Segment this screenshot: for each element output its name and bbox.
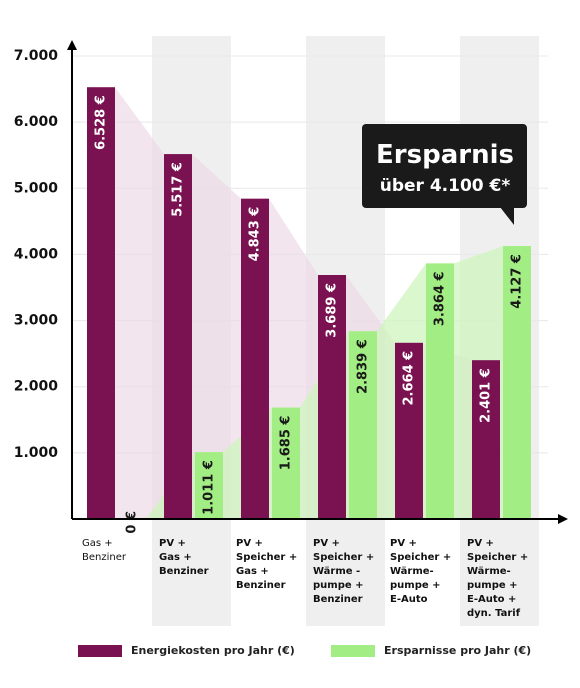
- legend-label-savings: Ersparnisse pro Jahr (€): [384, 644, 532, 657]
- x-tick-label: Gas + Benziner: [82, 538, 127, 563]
- cost-bar: [87, 87, 115, 520]
- savings-callout: [362, 124, 527, 208]
- cost-bar: [395, 342, 423, 519]
- legend-swatch-savings: [331, 644, 375, 657]
- y-tick-label: 2.000: [14, 379, 59, 395]
- savings-bar: [195, 452, 223, 519]
- x-tick-label: PV + Speicher + Wärme-pumpe + E-Auto + dyn. …: [467, 538, 528, 619]
- y-tick-label: 6.000: [14, 114, 59, 130]
- x-axis-arrow: [558, 514, 568, 524]
- savings-value-label: 1.011 €: [202, 460, 217, 515]
- legend-item-costs: Energiekosten pro Jahr (€): [78, 644, 295, 657]
- y-tick-label: 4.000: [14, 246, 59, 262]
- savings-bar: [272, 407, 300, 519]
- cost-value-label: 2.664 €: [402, 351, 417, 406]
- y-tick-label: 1.000: [14, 445, 59, 461]
- legend-swatch-costs: [78, 644, 122, 657]
- legend-label-costs: Energiekosten pro Jahr (€): [131, 644, 295, 657]
- y-tick-label: 5.000: [14, 180, 59, 196]
- cost-bar: [241, 198, 269, 519]
- y-axis-arrow: [67, 40, 77, 50]
- savings-value-label: 3.864 €: [433, 271, 448, 326]
- savings-value-label: 1.685 €: [279, 416, 294, 471]
- savings-value-label: 2.839 €: [356, 339, 371, 394]
- cost-value-label: 6.528 €: [94, 95, 109, 150]
- callout-title: Ersparnis: [376, 140, 514, 170]
- x-tick-label: PV + Gas + Benziner: [159, 538, 209, 577]
- cost-bar: [318, 274, 346, 519]
- cost-value-label: 3.689 €: [325, 283, 340, 338]
- chart-legend: Energiekosten pro Jahr (€) Ersparnisse p…: [0, 636, 580, 666]
- savings-value-label: 4.127 €: [510, 254, 525, 309]
- savings-bar: [426, 263, 454, 519]
- callout-subtitle: über 4.100 €*: [380, 176, 511, 196]
- x-tick-label: PV + Speicher + Wärme -pumpe + Benziner: [313, 538, 374, 605]
- cost-value-label: 5.517 €: [171, 162, 186, 217]
- x-tick-label: PV + Speicher + Wärme-pumpe + E-Auto: [390, 538, 451, 605]
- savings-bar: [503, 246, 531, 519]
- cost-value-label: 2.401 €: [479, 368, 494, 423]
- savings-bar: [349, 331, 377, 519]
- cost-value-label: 4.843 €: [248, 207, 263, 262]
- y-tick-label: 3.000: [14, 313, 59, 329]
- legend-item-savings: Ersparnisse pro Jahr (€): [331, 644, 531, 657]
- x-tick-label: PV + Speicher + Gas + Benziner: [236, 538, 297, 591]
- y-tick-label: 7.000: [14, 48, 59, 64]
- cost-bar: [472, 360, 500, 519]
- savings-value-label: 0 €: [125, 511, 140, 534]
- savings-callout-pointer: [500, 207, 514, 225]
- cost-bar: [164, 154, 192, 520]
